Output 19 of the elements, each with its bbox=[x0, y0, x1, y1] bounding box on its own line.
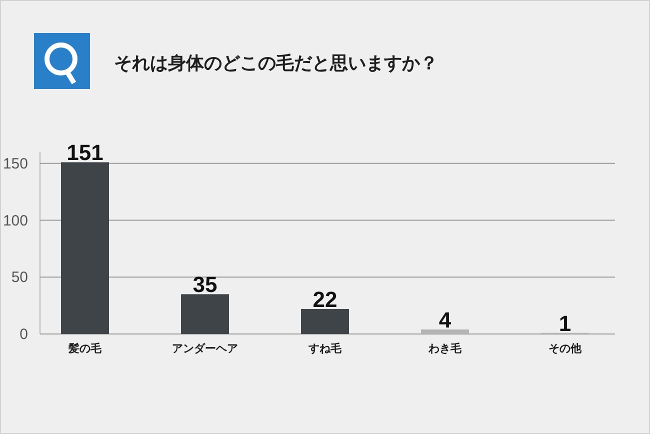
data-label: 1 bbox=[558, 310, 572, 336]
bar bbox=[301, 308, 349, 334]
x-tick-label: すね毛 bbox=[308, 342, 342, 355]
bar bbox=[61, 162, 109, 334]
data-label: 151 bbox=[66, 140, 104, 166]
y-tick-label: 100 bbox=[2, 212, 28, 230]
y-tick-label: 150 bbox=[2, 155, 28, 172]
y-tick-label: 0 bbox=[20, 326, 28, 343]
x-tick-label: 髪の毛 bbox=[68, 342, 102, 355]
bar bbox=[181, 294, 229, 334]
x-tick-label: アンダーヘア bbox=[172, 342, 238, 355]
data-label: 4 bbox=[438, 307, 452, 332]
data-label: 35 bbox=[192, 272, 218, 298]
x-tick-label: その他 bbox=[548, 342, 582, 355]
chart-title: それは身体のどこの毛だと思いますか？ bbox=[114, 53, 438, 73]
data-label: 22 bbox=[312, 286, 338, 312]
y-tick-label: 50 bbox=[11, 269, 28, 286]
bar bbox=[421, 329, 469, 334]
x-tick-label: わき毛 bbox=[428, 342, 462, 355]
